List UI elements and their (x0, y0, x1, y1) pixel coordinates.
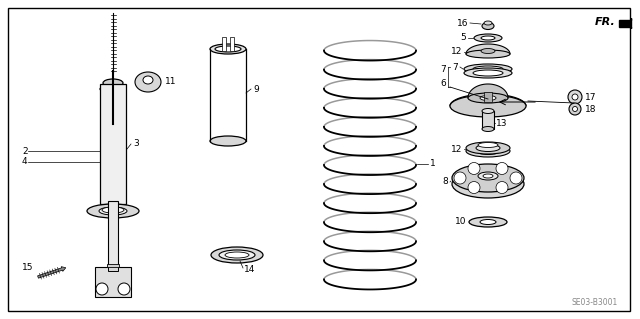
Ellipse shape (87, 204, 139, 218)
Circle shape (118, 283, 130, 295)
Text: 2: 2 (22, 146, 28, 155)
Ellipse shape (211, 247, 263, 263)
Bar (100, 84, 126, 204)
Bar (222, 37, 226, 51)
Polygon shape (450, 94, 526, 106)
Text: FR.: FR. (595, 17, 616, 27)
Ellipse shape (466, 142, 510, 154)
Ellipse shape (468, 93, 508, 103)
Circle shape (573, 107, 577, 112)
Ellipse shape (219, 250, 255, 260)
Bar (108, 201, 118, 271)
Ellipse shape (103, 79, 123, 87)
Ellipse shape (473, 70, 503, 76)
Ellipse shape (225, 252, 249, 258)
Ellipse shape (469, 217, 507, 227)
Ellipse shape (215, 46, 241, 52)
Ellipse shape (466, 145, 510, 157)
Text: SE03-B3001: SE03-B3001 (572, 298, 618, 307)
Polygon shape (466, 44, 510, 54)
Ellipse shape (99, 207, 127, 215)
Ellipse shape (452, 164, 524, 192)
Circle shape (496, 182, 508, 194)
Ellipse shape (210, 44, 246, 54)
Ellipse shape (482, 108, 494, 114)
FancyArrow shape (619, 18, 631, 28)
Circle shape (468, 162, 480, 174)
Circle shape (510, 172, 522, 184)
Ellipse shape (480, 95, 496, 100)
Ellipse shape (103, 87, 123, 93)
Ellipse shape (482, 23, 494, 29)
Text: 18: 18 (585, 105, 596, 114)
Circle shape (569, 103, 581, 115)
Bar (482, 111, 494, 129)
Text: 7: 7 (452, 63, 458, 71)
Ellipse shape (482, 127, 494, 131)
Text: 12: 12 (451, 48, 462, 56)
Ellipse shape (481, 48, 495, 54)
Text: 17: 17 (585, 93, 596, 101)
Text: 16: 16 (456, 19, 468, 27)
Circle shape (568, 90, 582, 104)
Text: 7: 7 (440, 65, 446, 75)
Polygon shape (468, 84, 508, 98)
Ellipse shape (143, 76, 153, 84)
Text: 1: 1 (430, 160, 436, 168)
Bar (95, 267, 131, 297)
Ellipse shape (210, 136, 246, 146)
Text: 11: 11 (165, 78, 177, 86)
Text: 9: 9 (253, 85, 259, 93)
Ellipse shape (464, 68, 512, 78)
Text: 4: 4 (22, 158, 28, 167)
Ellipse shape (450, 95, 526, 117)
Ellipse shape (476, 147, 500, 154)
Ellipse shape (452, 170, 524, 198)
Bar (107, 264, 119, 267)
FancyArrow shape (38, 267, 66, 278)
Bar (230, 37, 234, 51)
Ellipse shape (480, 219, 496, 225)
Ellipse shape (135, 72, 161, 92)
Ellipse shape (474, 34, 502, 42)
Ellipse shape (481, 36, 495, 40)
Ellipse shape (466, 50, 510, 58)
Text: 10: 10 (454, 218, 466, 226)
Circle shape (496, 162, 508, 174)
Ellipse shape (484, 21, 492, 25)
Ellipse shape (464, 64, 512, 74)
Ellipse shape (476, 145, 500, 152)
Ellipse shape (102, 207, 124, 213)
Text: 5: 5 (460, 33, 466, 42)
Circle shape (454, 172, 466, 184)
Bar (108, 266, 118, 271)
Ellipse shape (483, 174, 493, 178)
Text: 8: 8 (442, 177, 448, 187)
Text: 14: 14 (244, 264, 255, 273)
Ellipse shape (100, 85, 126, 93)
Text: 12: 12 (451, 145, 462, 153)
Text: 13: 13 (496, 118, 508, 128)
Ellipse shape (478, 143, 498, 147)
Ellipse shape (478, 172, 498, 180)
Ellipse shape (473, 66, 503, 72)
Text: 6: 6 (440, 79, 446, 88)
Text: 15: 15 (22, 263, 33, 271)
Circle shape (468, 182, 480, 194)
Circle shape (96, 283, 108, 295)
Bar (484, 92, 492, 102)
Text: 3: 3 (133, 139, 139, 149)
Circle shape (572, 94, 578, 100)
